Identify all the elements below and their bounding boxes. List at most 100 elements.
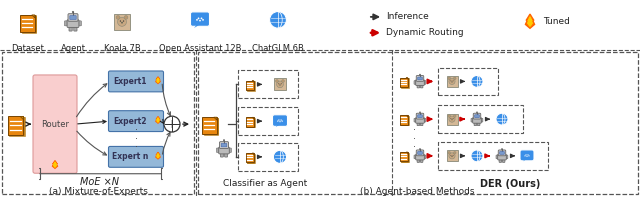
Circle shape: [449, 78, 455, 85]
FancyBboxPatch shape: [499, 159, 502, 162]
Text: Tuned: Tuned: [543, 17, 570, 26]
Text: Dynamic Routing: Dynamic Routing: [386, 28, 463, 37]
FancyBboxPatch shape: [496, 155, 499, 159]
FancyBboxPatch shape: [22, 16, 36, 33]
Polygon shape: [156, 152, 160, 159]
FancyBboxPatch shape: [471, 118, 474, 122]
Circle shape: [419, 149, 420, 150]
FancyBboxPatch shape: [246, 81, 255, 90]
Circle shape: [451, 156, 452, 157]
FancyBboxPatch shape: [416, 117, 424, 123]
FancyBboxPatch shape: [401, 78, 409, 88]
Circle shape: [199, 20, 201, 21]
Polygon shape: [406, 115, 408, 117]
Circle shape: [448, 77, 451, 80]
FancyBboxPatch shape: [418, 77, 422, 80]
Polygon shape: [252, 81, 253, 82]
Text: (a) Mixture-of-Experts: (a) Mixture-of-Experts: [49, 187, 147, 196]
Circle shape: [449, 153, 455, 159]
Text: ·
·
·: · · ·: [134, 126, 138, 152]
FancyBboxPatch shape: [420, 122, 423, 126]
FancyBboxPatch shape: [246, 118, 255, 127]
FancyBboxPatch shape: [109, 146, 163, 167]
FancyBboxPatch shape: [416, 154, 424, 160]
FancyBboxPatch shape: [69, 26, 72, 31]
FancyBboxPatch shape: [273, 115, 287, 126]
Circle shape: [525, 154, 527, 155]
FancyBboxPatch shape: [447, 150, 458, 161]
Text: +: +: [166, 118, 177, 131]
FancyBboxPatch shape: [414, 155, 417, 159]
FancyBboxPatch shape: [204, 118, 218, 135]
Text: Expert n: Expert n: [112, 152, 148, 161]
Polygon shape: [252, 153, 253, 155]
Circle shape: [164, 116, 180, 132]
Text: ChatGLM 6B: ChatGLM 6B: [252, 44, 304, 53]
Circle shape: [419, 112, 420, 113]
FancyBboxPatch shape: [202, 117, 217, 134]
FancyBboxPatch shape: [418, 115, 422, 118]
FancyBboxPatch shape: [21, 15, 36, 32]
Circle shape: [200, 18, 202, 19]
FancyBboxPatch shape: [417, 122, 420, 126]
Text: Open Assistant 12B: Open Assistant 12B: [159, 44, 241, 53]
FancyBboxPatch shape: [416, 75, 424, 81]
Circle shape: [276, 81, 284, 88]
Circle shape: [448, 115, 451, 117]
Circle shape: [452, 118, 454, 119]
FancyBboxPatch shape: [401, 152, 408, 162]
Circle shape: [281, 83, 282, 84]
Circle shape: [223, 140, 225, 141]
Circle shape: [453, 115, 456, 117]
Circle shape: [449, 116, 455, 122]
FancyBboxPatch shape: [68, 14, 78, 21]
Circle shape: [278, 83, 279, 84]
FancyBboxPatch shape: [475, 115, 479, 118]
FancyBboxPatch shape: [400, 78, 408, 87]
FancyBboxPatch shape: [67, 20, 79, 27]
FancyBboxPatch shape: [498, 154, 506, 160]
FancyBboxPatch shape: [203, 118, 218, 135]
FancyBboxPatch shape: [246, 153, 255, 163]
Circle shape: [448, 151, 451, 154]
FancyBboxPatch shape: [401, 116, 409, 125]
Polygon shape: [156, 117, 160, 123]
Circle shape: [269, 11, 287, 28]
FancyBboxPatch shape: [417, 159, 420, 162]
FancyBboxPatch shape: [220, 142, 228, 149]
Polygon shape: [54, 162, 56, 167]
Polygon shape: [214, 117, 217, 120]
Circle shape: [279, 121, 281, 122]
FancyBboxPatch shape: [246, 117, 253, 127]
FancyBboxPatch shape: [109, 71, 163, 92]
FancyBboxPatch shape: [500, 151, 504, 154]
Polygon shape: [406, 78, 408, 79]
FancyBboxPatch shape: [225, 153, 228, 157]
FancyBboxPatch shape: [477, 122, 480, 126]
Polygon shape: [252, 117, 253, 119]
FancyBboxPatch shape: [8, 116, 24, 135]
FancyBboxPatch shape: [447, 76, 458, 87]
FancyBboxPatch shape: [33, 75, 77, 173]
FancyBboxPatch shape: [416, 113, 424, 119]
Circle shape: [273, 150, 287, 164]
Text: Inference: Inference: [386, 12, 429, 21]
Text: Expert1: Expert1: [113, 77, 147, 86]
FancyBboxPatch shape: [400, 152, 408, 161]
FancyBboxPatch shape: [191, 12, 209, 26]
FancyBboxPatch shape: [221, 143, 227, 147]
Circle shape: [453, 151, 456, 154]
FancyBboxPatch shape: [228, 148, 232, 152]
Text: Agent: Agent: [61, 44, 86, 53]
Text: (b) Agent-based Methods: (b) Agent-based Methods: [360, 187, 474, 196]
Polygon shape: [525, 14, 534, 28]
Text: MoE ×N: MoE ×N: [81, 177, 120, 187]
Circle shape: [471, 150, 483, 162]
FancyBboxPatch shape: [480, 118, 483, 122]
FancyBboxPatch shape: [505, 155, 508, 159]
Polygon shape: [527, 17, 532, 26]
FancyBboxPatch shape: [423, 155, 426, 159]
Circle shape: [278, 119, 280, 121]
Circle shape: [471, 75, 483, 87]
Circle shape: [496, 113, 508, 125]
